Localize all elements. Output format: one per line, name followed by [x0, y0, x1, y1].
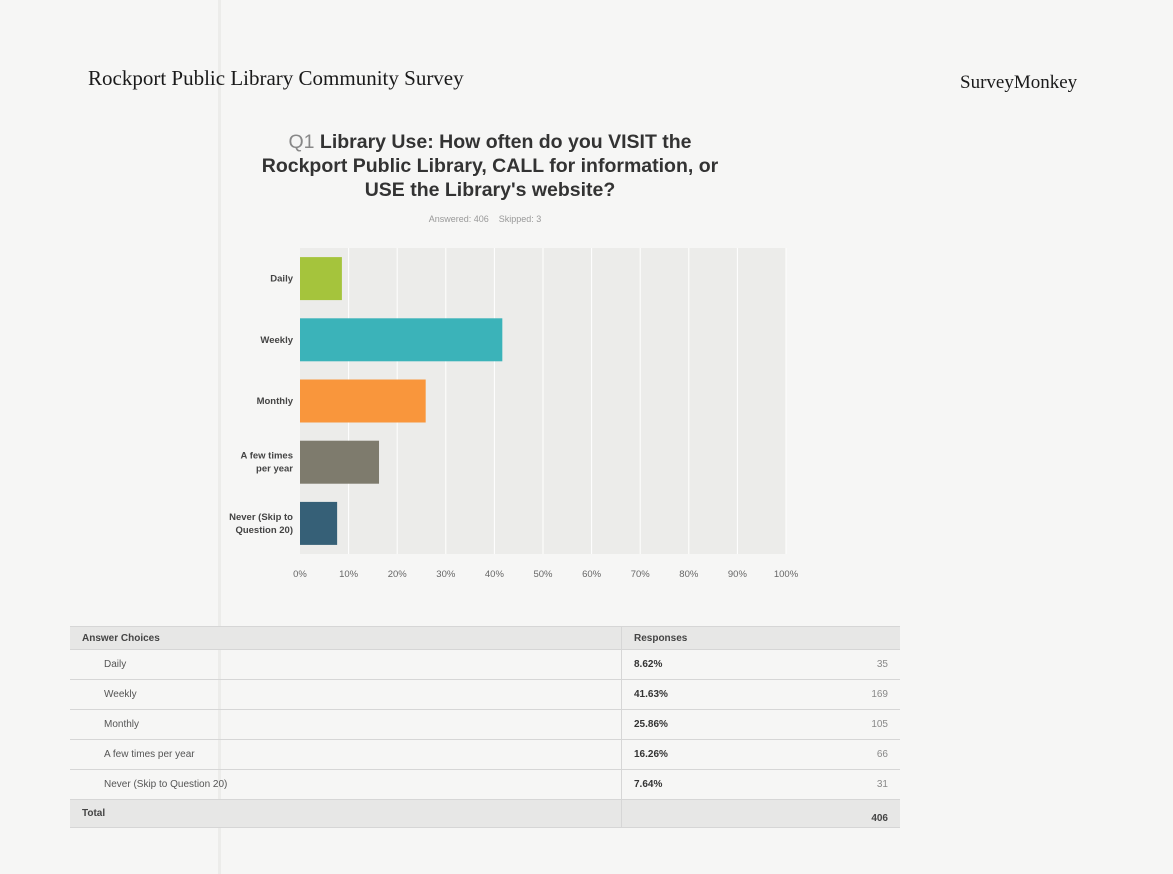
x-tick-label: 70% [631, 569, 651, 580]
bar-never-skip-to-question-20 [300, 501, 338, 545]
x-tick-label: 100% [774, 569, 799, 580]
response-percent-cell: 7.64% [621, 769, 796, 800]
answer-choice-cell: Never (Skip to Question 20) [70, 769, 622, 800]
total-count: 406 [796, 799, 900, 828]
x-tick-label: 60% [582, 569, 602, 580]
question-text: Library Use: How often do you VISIT the … [261, 131, 719, 201]
question-number: Q1 [288, 131, 315, 153]
answer-choice-cell: A few times per year [70, 739, 622, 770]
x-tick-label: 30% [436, 569, 456, 580]
response-count-cell: 31 [796, 769, 900, 800]
x-tick-label: 0% [293, 569, 307, 580]
response-summary: Answered: 406 Skipped: 3 [380, 214, 590, 224]
response-count-cell: 35 [796, 649, 900, 680]
category-label: per year [256, 464, 293, 475]
table-row: Daily 8.62% 35 [70, 649, 900, 680]
responses-header: Responses [621, 626, 900, 650]
total-spacer [621, 799, 796, 828]
answer-choice-cell: Monthly [70, 709, 622, 740]
category-label: Daily [270, 274, 293, 285]
table-header-row: Answer Choices Responses [70, 626, 900, 650]
category-label: A few times [241, 451, 293, 462]
x-tick-label: 10% [339, 569, 359, 580]
table-row: Never (Skip to Question 20) 7.64% 31 [70, 769, 900, 800]
bar-weekly [300, 318, 503, 362]
response-percent-cell: 25.86% [621, 709, 796, 740]
answered-count: Answered: 406 [428, 214, 489, 224]
category-label: Weekly [260, 335, 293, 346]
table-row: Weekly 41.63% 169 [70, 679, 900, 710]
table-row: A few times per year 16.26% 66 [70, 739, 900, 770]
page-edge-shading [218, 0, 221, 874]
answer-table: Answer Choices Responses Daily 8.62% 35 Wee… [70, 626, 900, 828]
bar-chart: Daily Weekly Monthly A few times per year Nev… [229, 248, 799, 580]
bar-daily [300, 257, 342, 301]
response-percent-cell: 8.62% [621, 649, 796, 680]
response-count-cell: 169 [796, 679, 900, 710]
bar-a-few-times-per-year [300, 440, 380, 484]
skipped-count: Skipped: 3 [498, 214, 542, 224]
question-title: Q1 Library Use: How often do you VISIT t… [260, 130, 720, 202]
response-percent-cell: 16.26% [621, 739, 796, 770]
response-count-cell: 66 [796, 739, 900, 770]
x-tick-label: 20% [388, 569, 408, 580]
category-label: Question 20) [235, 525, 293, 536]
category-label: Monthly [257, 396, 294, 407]
x-tick-label: 80% [679, 569, 699, 580]
total-row: Total 406 [70, 799, 900, 828]
x-tick-label: 40% [485, 569, 505, 580]
answer-choice-cell: Daily [70, 649, 622, 680]
x-tick-label: 90% [728, 569, 748, 580]
table-row: Monthly 25.86% 105 [70, 709, 900, 740]
category-label: Never (Skip to [229, 512, 293, 523]
answer-choice-cell: Weekly [70, 679, 622, 710]
answer-choices-header: Answer Choices [70, 626, 622, 650]
x-tick-label: 50% [533, 569, 553, 580]
brand-name: SurveyMonkey [960, 72, 1078, 93]
response-percent-cell: 41.63% [621, 679, 796, 710]
response-count-cell: 105 [796, 709, 900, 740]
total-label: Total [70, 799, 622, 828]
survey-title: Rockport Public Library Community Survey [88, 66, 464, 90]
bar-monthly [300, 379, 426, 423]
